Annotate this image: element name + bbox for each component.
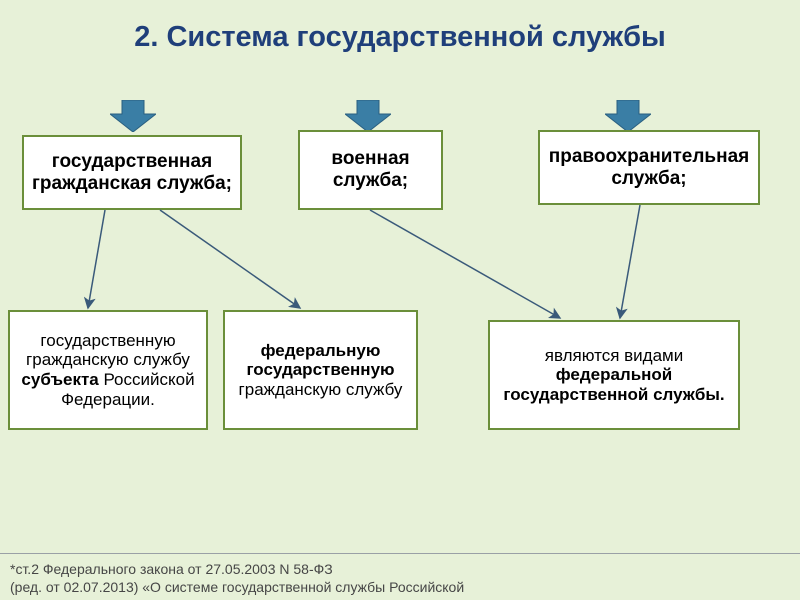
box-federal-types: являются видами федеральной государствен… (488, 320, 740, 430)
down-arrow-1 (110, 100, 156, 132)
box-civil: государственная гражданская служба; (22, 135, 242, 210)
box-civil-subject-text: государственную гражданскую службу субъе… (16, 331, 200, 409)
down-arrow-2 (345, 100, 391, 132)
slide: 2. Система государственной службы госуда… (0, 0, 800, 600)
footnote-line1: *ст.2 Федерального закона от 27.05.2003 … (10, 560, 790, 578)
box-civil-text: государственная гражданская служба; (30, 151, 234, 195)
slide-title: 2. Система государственной службы (0, 20, 800, 55)
box-civil-federal-text: федеральную государственную гражданскую … (231, 341, 410, 400)
down-arrow-3 (605, 100, 651, 132)
title-text: 2. Система государственной службы (134, 21, 666, 53)
box-law: правоохранительная служба; (538, 130, 760, 205)
footnote-line2: (ред. от 02.07.2013) «О системе государс… (10, 578, 790, 596)
footnote: *ст.2 Федерального закона от 27.05.2003 … (0, 553, 800, 600)
box-civil-federal: федеральную государственную гражданскую … (223, 310, 418, 430)
box-law-text: правоохранительная служба; (546, 146, 752, 190)
box-civil-subject: государственную гражданскую службу субъе… (8, 310, 208, 430)
box-military-text: военная служба; (306, 148, 435, 192)
connectors-svg (0, 0, 800, 600)
box-military: военная служба; (298, 130, 443, 210)
box-federal-types-text: являются видами федеральной государствен… (496, 346, 732, 405)
